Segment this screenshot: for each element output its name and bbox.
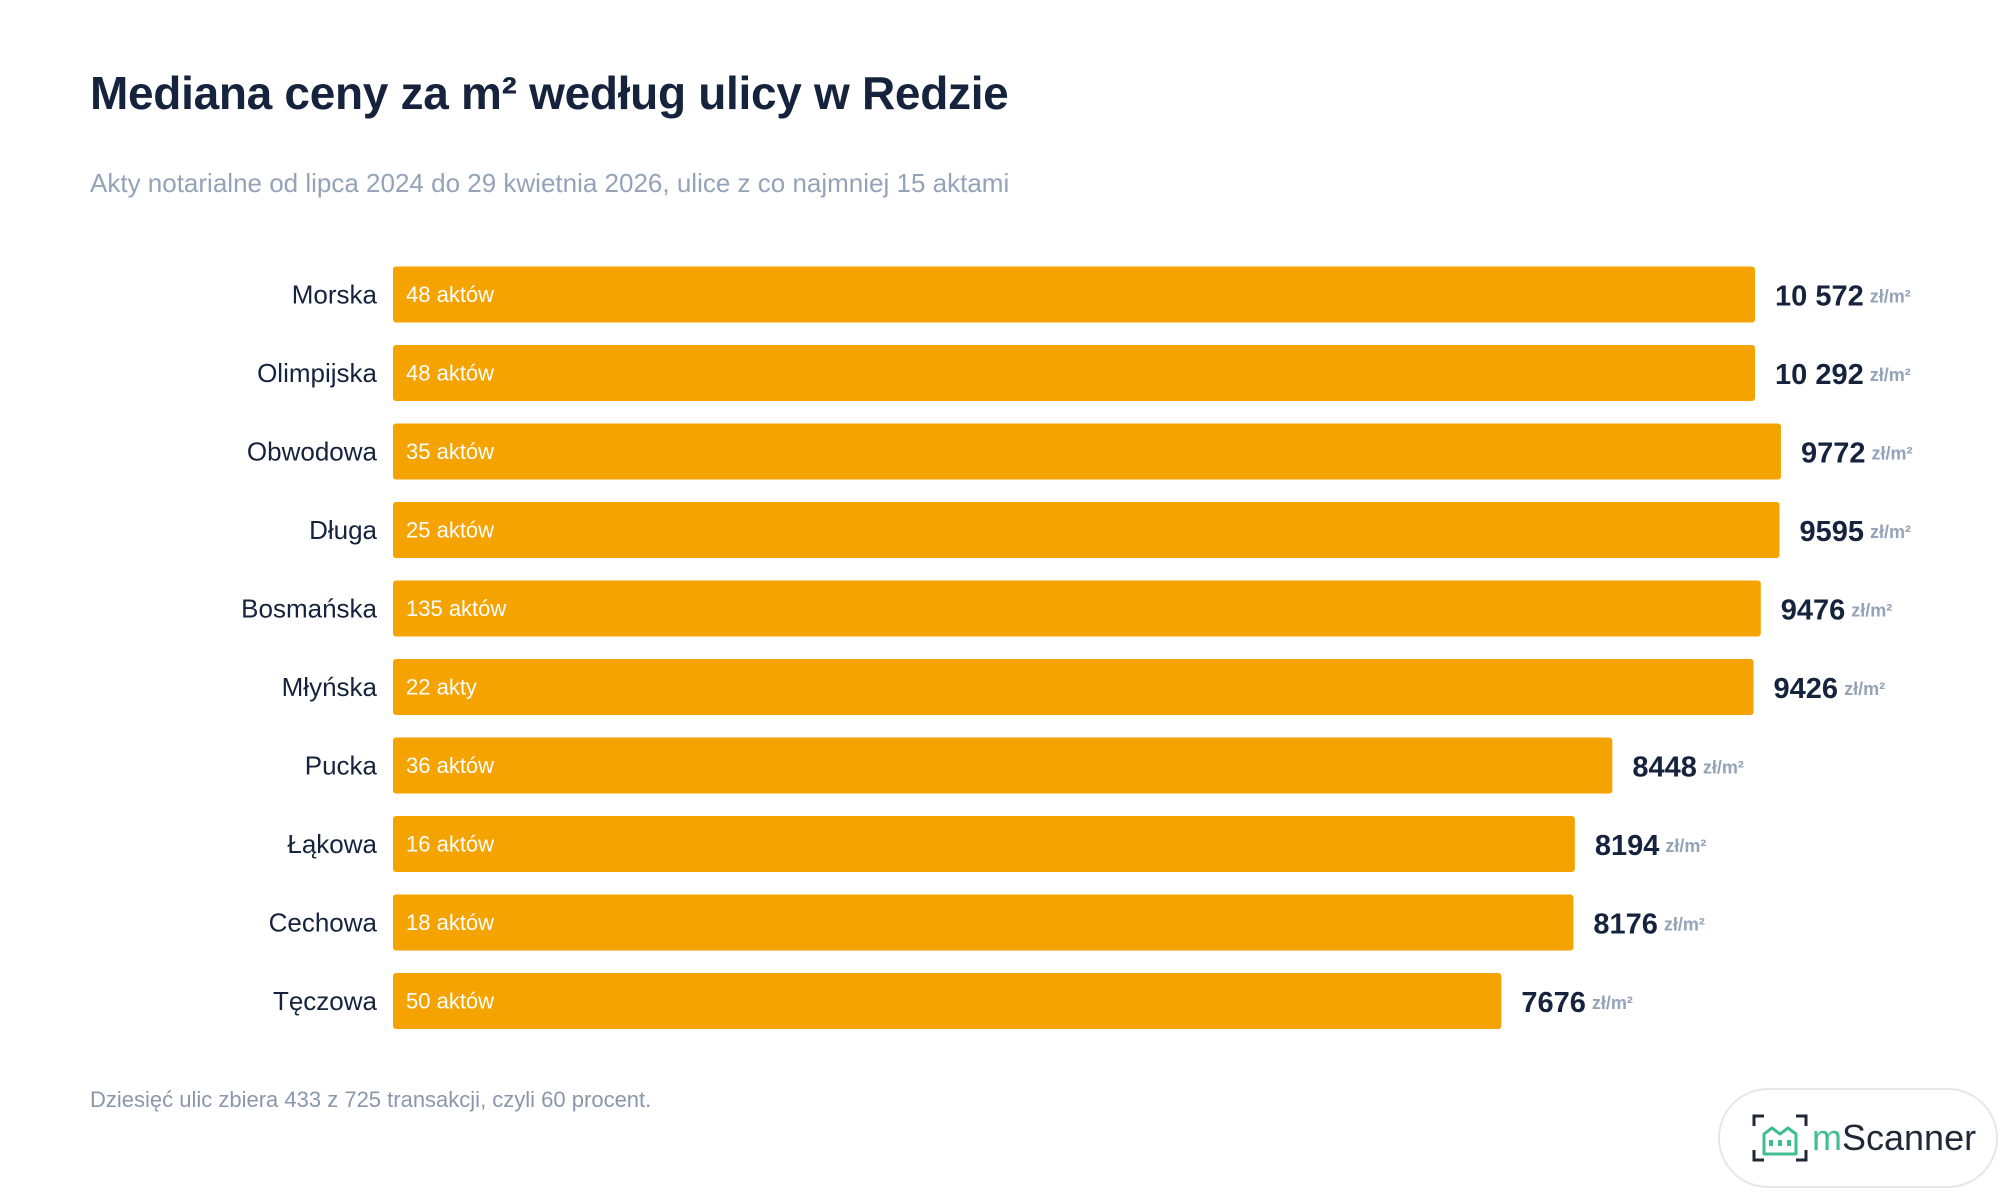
category-label: Olimpijska xyxy=(257,358,377,388)
building-scan-icon xyxy=(1752,1114,1808,1162)
category-label: Młyńska xyxy=(282,672,378,702)
bar xyxy=(393,345,1755,401)
bar-count-label: 48 aktów xyxy=(406,361,494,386)
value-label: 9426 zł/m² xyxy=(1774,673,1886,705)
bar xyxy=(393,423,1781,480)
bar xyxy=(393,580,1761,637)
bar-count-label: 35 aktów xyxy=(406,439,494,464)
value-label: 10 572 zł/m² xyxy=(1775,281,1911,313)
category-label: Łąkowa xyxy=(287,829,377,859)
category-label: Długa xyxy=(309,515,377,545)
category-label: Morska xyxy=(292,280,378,310)
footnote: Dziesięć ulic zbiera 433 z 725 transakcj… xyxy=(90,1087,652,1112)
bar-count-label: 22 akty xyxy=(406,675,477,700)
value-label: 8176 zł/m² xyxy=(1593,909,1705,941)
bar-count-label: 48 aktów xyxy=(406,282,494,307)
bar xyxy=(393,502,1780,558)
bar-count-label: 18 aktów xyxy=(406,910,494,935)
chart-subtitle: Akty notarialne od lipca 2024 do 29 kwie… xyxy=(90,168,1010,198)
category-label: Pucka xyxy=(305,751,378,781)
bar xyxy=(393,973,1502,1029)
value-label: 8448 zł/m² xyxy=(1632,752,1744,784)
brand-name: mScanner xyxy=(1812,1117,1976,1159)
brand-suffix: Scanner xyxy=(1842,1117,1977,1158)
bar-count-label: 135 aktów xyxy=(406,596,506,621)
bar xyxy=(393,737,1613,794)
bar xyxy=(393,816,1575,872)
value-label: 9476 zł/m² xyxy=(1781,595,1893,627)
category-label: Tęczowa xyxy=(273,986,378,1016)
bar-count-label: 25 aktów xyxy=(406,518,494,543)
bar-count-label: 50 aktów xyxy=(406,989,494,1014)
brand-prefix: m xyxy=(1812,1117,1842,1158)
bar xyxy=(393,894,1574,951)
chart-title: Mediana ceny za m² według ulicy w Redzie xyxy=(90,67,1009,119)
bar-count-label: 16 aktów xyxy=(406,832,494,857)
bar xyxy=(393,266,1755,323)
category-label: Obwodowa xyxy=(247,437,378,467)
bar-chart: Morska 48 aktów 10 572 zł/m² Olimpijska 48 ak… xyxy=(241,266,1913,1029)
category-label: Bosmańska xyxy=(241,594,377,624)
mscanner-logo[interactable]: mScanner xyxy=(1718,1088,1998,1188)
value-label: 9772 zł/m² xyxy=(1801,438,1913,470)
value-label: 10 292 zł/m² xyxy=(1775,359,1911,391)
value-label: 8194 zł/m² xyxy=(1595,830,1707,862)
value-label: 9595 zł/m² xyxy=(1800,516,1912,548)
bar-count-label: 36 aktów xyxy=(406,753,494,778)
bar xyxy=(393,659,1754,715)
value-label: 7676 zł/m² xyxy=(1521,987,1633,1019)
category-label: Cechowa xyxy=(269,908,378,938)
